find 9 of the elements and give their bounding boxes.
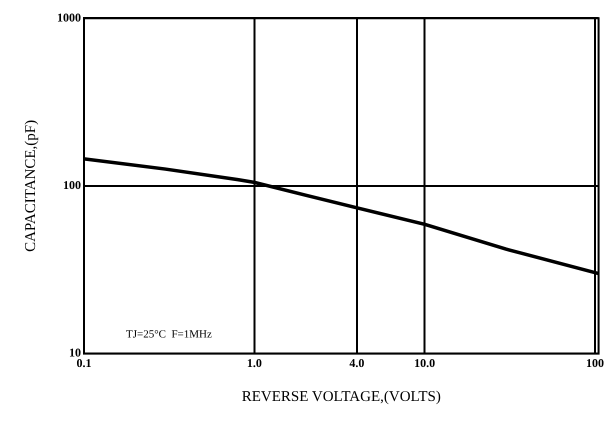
x-axis-title: REVERSE VOLTAGE,(VOLTS): [242, 388, 441, 405]
x-tick-label: 4.0: [349, 356, 364, 370]
y-axis-title: CAPACITANCE,(pF): [22, 120, 39, 252]
x-tick-label: 10.0: [414, 356, 436, 370]
y-tick-label: 1000: [57, 10, 81, 24]
annotation: TJ=25°C F=1MHz: [126, 328, 212, 341]
x-tick-label: 1.0: [246, 356, 262, 370]
y-tick-label: 100: [63, 178, 81, 192]
x-tick-label: 100: [586, 356, 604, 370]
